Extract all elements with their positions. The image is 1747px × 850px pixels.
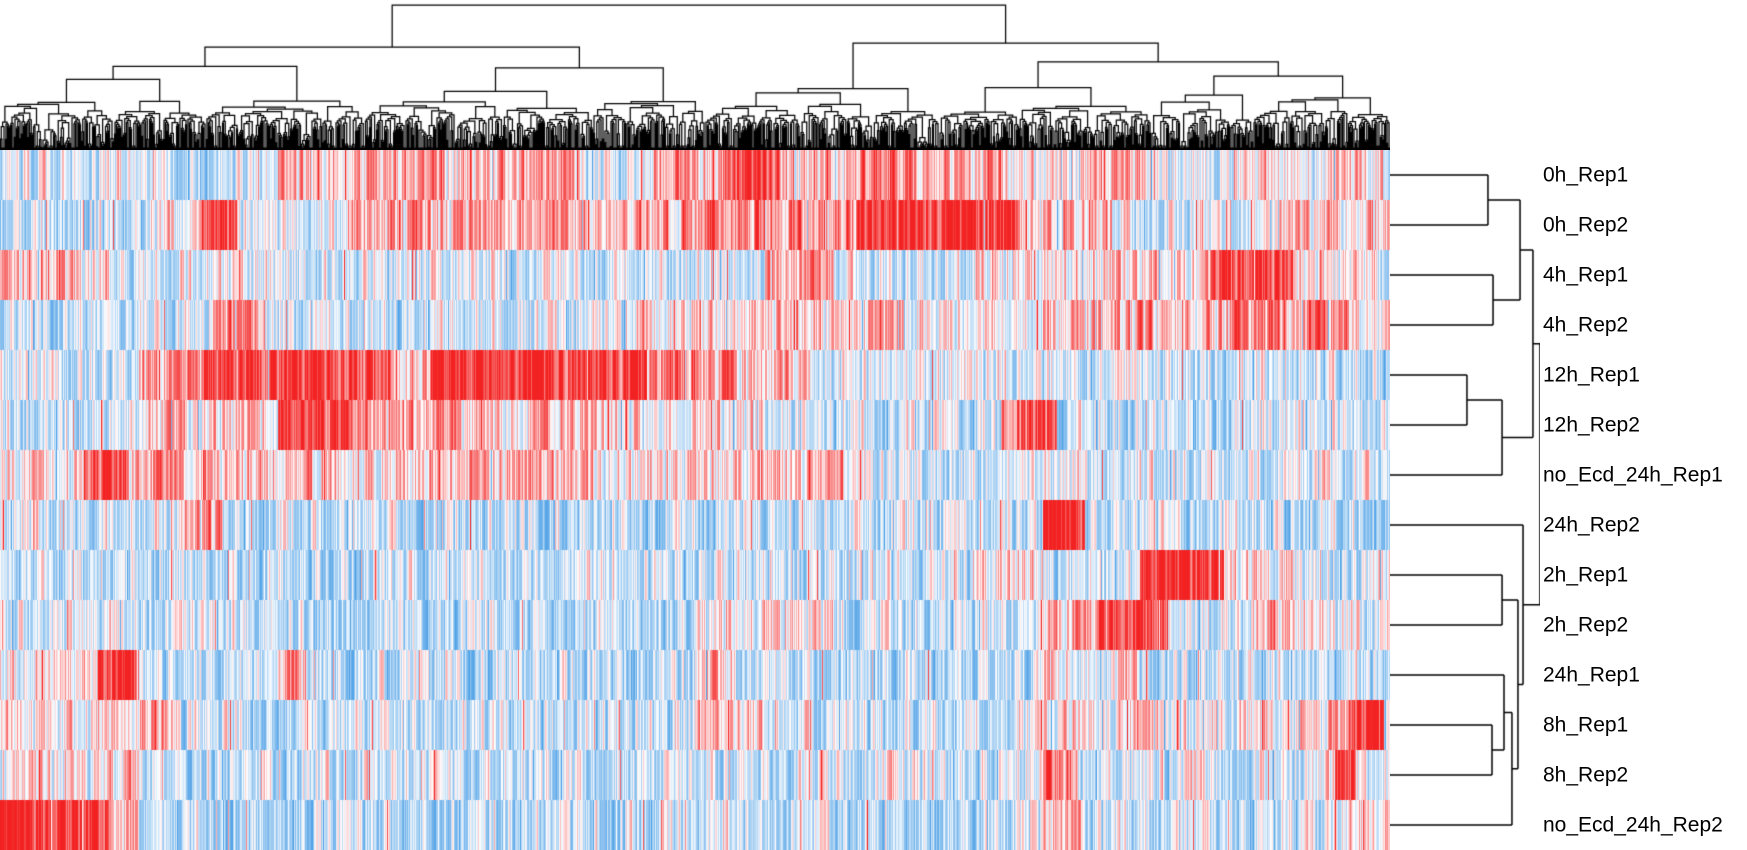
heatmap-matrix <box>0 150 1390 850</box>
row-label: 4h_Rep2 <box>1543 313 1629 337</box>
row-label: 4h_Rep1 <box>1543 263 1629 287</box>
row-label: 24h_Rep2 <box>1543 513 1640 537</box>
row-label: 8h_Rep1 <box>1543 713 1629 737</box>
column-dendrogram <box>0 0 1390 150</box>
row-label: 12h_Rep1 <box>1543 363 1640 387</box>
row-label: 24h_Rep1 <box>1543 663 1640 687</box>
row-dendrogram <box>1390 150 1540 850</box>
row-label: 12h_Rep2 <box>1543 413 1640 437</box>
row-label: no_Ecd_24h_Rep2 <box>1543 813 1723 837</box>
row-label: 2h_Rep2 <box>1543 613 1629 637</box>
row-label: 8h_Rep2 <box>1543 763 1629 787</box>
row-label: no_Ecd_24h_Rep1 <box>1543 463 1723 487</box>
row-label: 0h_Rep1 <box>1543 163 1629 187</box>
row-label: 0h_Rep2 <box>1543 213 1629 237</box>
row-label: 2h_Rep1 <box>1543 563 1629 587</box>
